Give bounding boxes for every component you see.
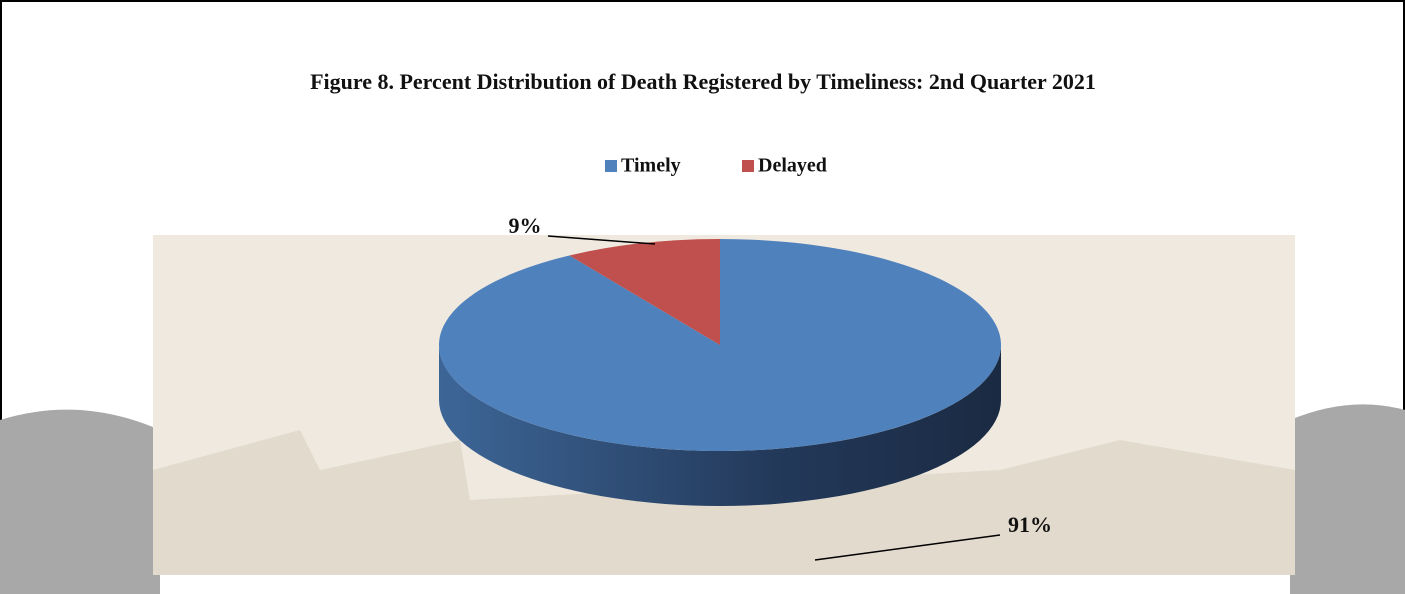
data-label: 9% bbox=[509, 213, 542, 238]
pie-slice bbox=[438, 239, 1001, 451]
legend-swatch bbox=[742, 160, 754, 172]
leader-line bbox=[547, 235, 656, 245]
chart-title: Figure 8. Percent Distribution of Death … bbox=[310, 69, 1096, 94]
background-hill bbox=[0, 409, 160, 594]
pie-slice bbox=[569, 239, 720, 345]
data-label: 91% bbox=[1008, 512, 1052, 537]
background-hill bbox=[1290, 404, 1405, 594]
legend-swatch bbox=[605, 160, 617, 172]
legend-label: Delayed bbox=[758, 155, 827, 177]
pie-side bbox=[439, 345, 1001, 506]
leader-line bbox=[814, 534, 1001, 561]
legend-label: Timely bbox=[621, 155, 681, 177]
